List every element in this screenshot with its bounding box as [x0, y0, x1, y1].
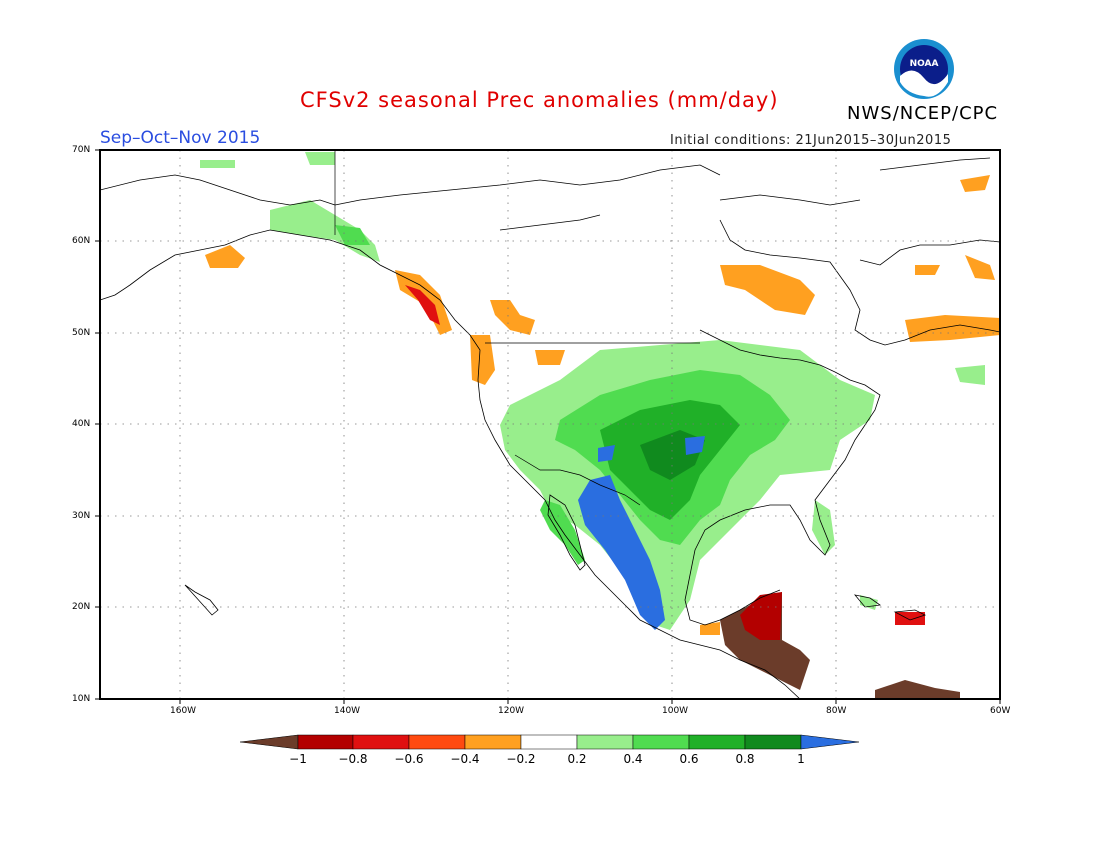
florida-wet-area: [812, 500, 835, 555]
colorbar-bin: [297, 734, 354, 750]
coastlines: [100, 157, 1000, 699]
alaska-wet-area: [270, 200, 380, 262]
axis-ticks: [95, 149, 1001, 704]
baffin-dry-area: [960, 175, 990, 192]
lat-label: 20N: [72, 602, 91, 612]
lat-label: 70N: [72, 145, 91, 155]
colorbar-label: 0.2: [567, 752, 587, 766]
colorbar-label: −0.4: [450, 752, 480, 766]
noaa-logo-icon: NOAA: [894, 39, 954, 99]
labrador-north-dry-area: [965, 255, 995, 280]
graticule: [100, 150, 1000, 699]
quebec-dry-area: [915, 265, 940, 275]
colorbar-label: 1: [797, 752, 805, 766]
labrador-dry-area: [905, 315, 1000, 342]
alaska-dry-area: [205, 245, 245, 268]
mexico-strong-wet-area: [578, 475, 665, 630]
arctic-wet-area-2: [200, 160, 235, 168]
colorbar-bin: [632, 734, 690, 750]
lon-label: 160W: [170, 706, 197, 716]
colorbar: [239, 734, 860, 750]
colorbar-min-arrow: [239, 734, 299, 750]
colorbar-label: −0.2: [506, 752, 536, 766]
lat-label: 50N: [72, 328, 91, 338]
colorbar-bin: [520, 734, 578, 750]
lon-label: 80W: [826, 706, 847, 716]
organization-label: NWS/NCEP/CPC: [847, 103, 999, 124]
colorbar-bin: [744, 734, 802, 750]
lon-label: 100W: [662, 706, 689, 716]
colorbar-label: −1: [289, 752, 307, 766]
bc-dry-area: [490, 300, 535, 335]
hudson-dry-area: [720, 265, 815, 315]
canada-east-wet-area: [955, 365, 985, 385]
lon-label: 120W: [498, 706, 525, 716]
lat-label: 10N: [72, 694, 91, 704]
colorbar-label: 0.6: [679, 752, 699, 766]
arctic-wet-area: [305, 152, 335, 165]
colorbar-label: 0.4: [623, 752, 643, 766]
montana-dry-area: [535, 350, 565, 365]
kansas-strong-wet-area: [685, 436, 705, 455]
map-title: CFSv2 seasonal Prec anomalies (mm/day): [300, 88, 779, 112]
colorbar-bin: [464, 734, 522, 750]
initial-conditions-label: Initial conditions: 21Jun2015–30Jun2015: [670, 133, 952, 148]
season-label: Sep–Oct–Nov 2015: [100, 128, 261, 148]
colorbar-max-arrow: [800, 734, 860, 750]
lon-label: 140W: [334, 706, 361, 716]
lat-label: 30N: [72, 511, 91, 521]
lon-label: 60W: [990, 706, 1011, 716]
se-alaska-drier-area: [405, 285, 440, 325]
colorbar-bin: [576, 734, 634, 750]
caribbean-dry-area: [875, 680, 960, 699]
colorado-strong-wet-area: [598, 445, 615, 462]
colorbar-bin: [408, 734, 466, 750]
colorbar-label: −0.6: [394, 752, 424, 766]
political-boundaries: [334, 150, 700, 506]
pacific-nw-dry-area: [470, 335, 495, 385]
colorbar-label: −0.8: [338, 752, 368, 766]
yucatan-dry-area: [740, 592, 782, 640]
hispaniola-dry-area: [895, 612, 925, 625]
colorbar-label: 0.8: [735, 752, 755, 766]
colorbar-bin: [688, 734, 746, 750]
colorbar-bin: [352, 734, 410, 750]
lat-label: 40N: [72, 419, 91, 429]
lat-label: 60N: [72, 236, 91, 246]
noaa-logo-text: NOAA: [910, 59, 939, 69]
